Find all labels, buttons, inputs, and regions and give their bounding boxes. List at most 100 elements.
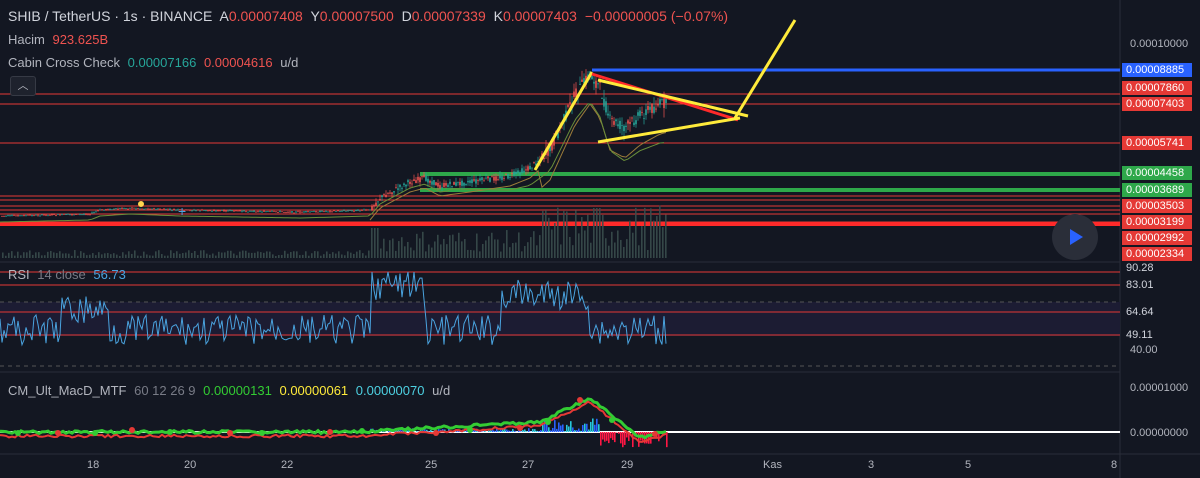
candle-body [47, 214, 49, 216]
candle-body [487, 176, 489, 179]
macd-histogram-bar [586, 423, 588, 432]
volume-bar [242, 250, 244, 258]
candle-body [175, 209, 177, 211]
candle-body [195, 210, 197, 211]
volume-bar [326, 251, 328, 258]
macd-histogram-bar [426, 429, 428, 432]
candle-body [475, 179, 477, 184]
collapse-legend-button[interactable]: ︿ [10, 76, 36, 96]
replay-button[interactable] [1052, 214, 1098, 260]
volume-bar [335, 253, 337, 258]
candle-body [467, 180, 469, 183]
volume-bar [191, 252, 193, 258]
macd-cross-dot [545, 419, 551, 425]
candle-body [529, 166, 531, 170]
candle-body [351, 210, 353, 212]
volume-bar [401, 237, 403, 258]
moving-average-line [369, 103, 667, 221]
candle-body [197, 209, 199, 211]
candle-body [581, 79, 583, 82]
volume-bar [542, 210, 544, 258]
volume-bar [626, 239, 628, 258]
macd-histogram-bar [398, 429, 400, 432]
candle-body [265, 211, 267, 213]
candle-body [191, 210, 193, 212]
candle-body [271, 210, 273, 212]
macd-histogram-bar [624, 432, 626, 445]
candle-body [575, 88, 577, 97]
symbol-legend[interactable]: SHIB / TetherUS · 1s · BINANCE A0.000074… [8, 8, 732, 24]
macd-cross-dot [517, 425, 523, 431]
candle-body [359, 210, 361, 212]
macd-histogram-bar [598, 424, 600, 432]
volume-legend[interactable]: Hacim 923.625B [8, 32, 112, 47]
candle-body [249, 210, 251, 212]
macd-cross-dot [327, 429, 333, 435]
candle-body [61, 213, 63, 215]
candle-body [443, 183, 445, 187]
triangle-upper-line[interactable] [597, 78, 749, 118]
candle-body [67, 213, 69, 215]
chevron-up-icon: ︿ [17, 80, 29, 92]
candle-body [459, 181, 461, 186]
event-marker[interactable] [138, 201, 144, 207]
candle-body [601, 98, 603, 99]
volume-bar [53, 252, 55, 258]
macd-histogram-bar [416, 431, 418, 432]
volume-bar [635, 207, 637, 258]
candle-body [489, 177, 491, 182]
volume-bar [344, 255, 346, 258]
volume-bar [329, 253, 331, 258]
macd-value-2: 0.00000061 [279, 383, 349, 398]
rsi-legend[interactable]: RSI 14 close 56.73 [8, 267, 130, 282]
time-axis-tick: 8 [1111, 459, 1118, 471]
candle-body [131, 207, 133, 209]
macd-histogram-bar [474, 429, 476, 432]
volume-bar [17, 251, 19, 258]
macd-legend[interactable]: CM_Ult_MacD_MTF 60 12 26 9 0.00000131 0.… [8, 383, 454, 398]
candle-body [77, 213, 79, 215]
candle-body [321, 210, 323, 212]
candle-body [417, 176, 419, 181]
volume-bar [176, 251, 178, 258]
breakout-projection-line[interactable] [733, 19, 797, 119]
volume-bar [371, 228, 373, 258]
candle-body [499, 175, 501, 179]
candle-body [325, 211, 327, 212]
candle-body [13, 215, 15, 216]
volume-bar [308, 255, 310, 258]
candle-body [367, 209, 369, 211]
candle-body [303, 211, 305, 213]
macd-histogram-bar [478, 431, 480, 432]
candle-body [659, 99, 661, 105]
volume-bar [119, 255, 121, 258]
candle-body [115, 208, 117, 210]
triangle-lower-line[interactable] [597, 116, 741, 144]
candle-body [623, 125, 625, 132]
candle-body [651, 104, 653, 113]
candle-body [187, 209, 189, 211]
cabin-legend[interactable]: Cabin Cross Check 0.00007166 0.00004616 … [8, 55, 302, 70]
macd-histogram-bar [492, 429, 494, 432]
volume-bar [305, 251, 307, 258]
candle-body [549, 145, 551, 152]
macd-histogram-bar [606, 432, 608, 441]
macd-histogram-bar [506, 429, 508, 432]
candle-body [81, 214, 83, 215]
macd-value-1: 0.00000131 [203, 383, 272, 398]
volume-bar [293, 251, 295, 258]
volume-bar [83, 252, 85, 258]
volume-bar [512, 243, 514, 258]
candle-body [293, 212, 295, 214]
volume-bar [338, 251, 340, 258]
close-label: K [493, 8, 503, 24]
volume-bar [110, 254, 112, 258]
price-tag: 0.00003689 [1122, 183, 1192, 197]
macd-histogram-bar [522, 429, 524, 432]
macd-histogram-bar [504, 428, 506, 432]
candle-body [365, 209, 367, 211]
candle-body [65, 213, 67, 215]
trend-line-yellow[interactable] [533, 71, 594, 171]
candle-body [311, 211, 313, 212]
